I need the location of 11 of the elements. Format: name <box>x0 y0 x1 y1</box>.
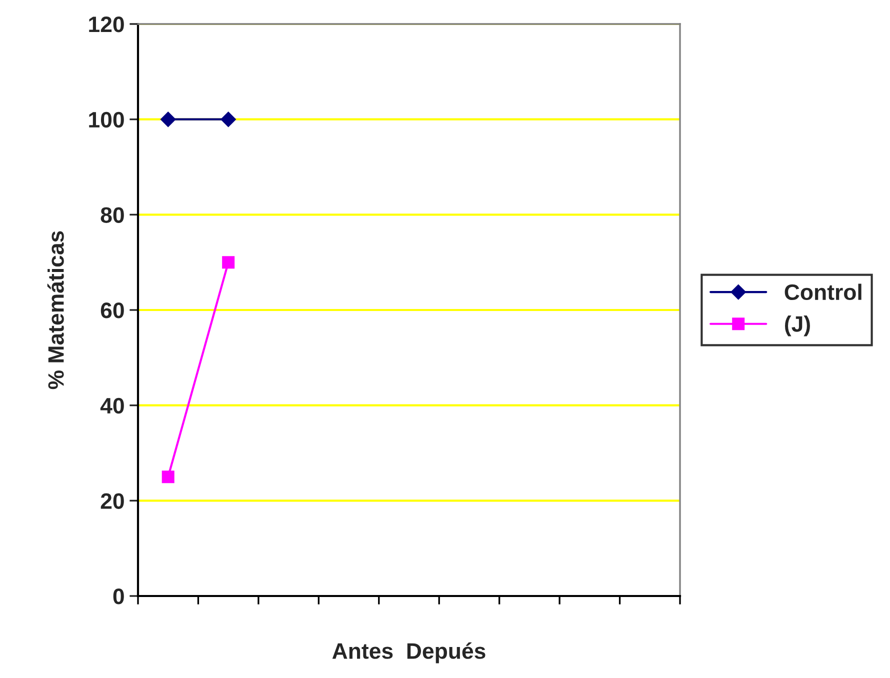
legend-label: Control <box>784 284 862 300</box>
y-tick-label: 20 <box>100 493 124 509</box>
y-tick-label: 120 <box>89 16 124 32</box>
y-tick-label: 80 <box>100 207 124 223</box>
y-tick-label: 0 <box>113 588 124 604</box>
x-axis-title: Antes Depués <box>332 642 486 664</box>
y-tick-label: 60 <box>100 302 124 318</box>
y-tick-label: 40 <box>100 398 124 414</box>
y-axis-title: % Matemáticas <box>47 231 64 390</box>
y-tick-label: 100 <box>89 112 124 128</box>
legend-label: (J) <box>785 316 810 336</box>
